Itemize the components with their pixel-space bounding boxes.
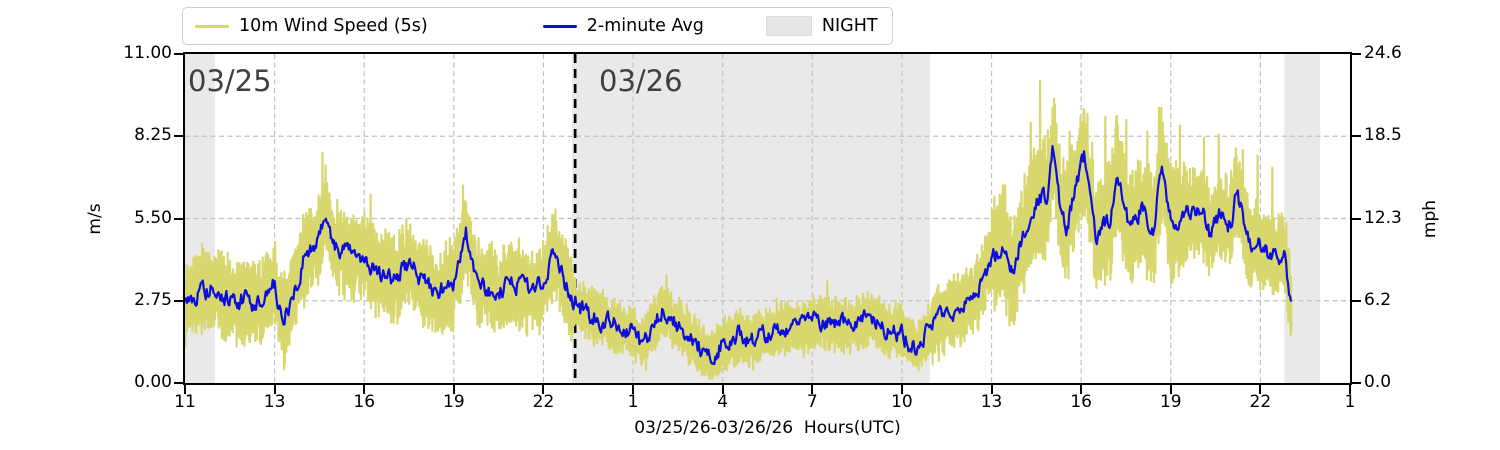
avg-legend-label: 2-minute Avg — [586, 16, 704, 36]
x-tick-mark — [1080, 385, 1083, 394]
x-tick-mark — [184, 385, 186, 394]
x-tick-label: 11 — [174, 392, 196, 412]
x-tick-mark — [900, 385, 903, 394]
x-tick-label: 13 — [980, 392, 1003, 412]
x-tick-label: 22 — [1249, 392, 1272, 412]
x-tick-label: 16 — [1070, 392, 1092, 412]
y-tick-mark-right — [1352, 299, 1361, 302]
x-tick-mark — [632, 385, 635, 394]
y-tick-mark-right — [1352, 135, 1361, 138]
y-tick-mark-left — [174, 382, 183, 384]
night-legend-swatch — [765, 16, 812, 36]
x-tick-mark — [1169, 385, 1172, 394]
y-tick-mark-right — [1352, 382, 1361, 384]
x-tick-label: 19 — [443, 392, 465, 412]
x-tick-mark — [811, 385, 814, 394]
y-tick-label-right: 12.3 — [1364, 207, 1402, 228]
x-tick-label: 1 — [1344, 392, 1356, 412]
x-tick-label: 1 — [627, 392, 639, 412]
y-tick-label-right: 24.6 — [1364, 43, 1402, 63]
y-tick-label-left: 0.00 — [134, 372, 172, 392]
x-tick-mark — [452, 385, 455, 394]
x-tick-label: 16 — [353, 392, 376, 412]
x-tick-mark — [273, 385, 276, 394]
x-tick-label: 19 — [1159, 392, 1182, 412]
avg-legend-swatch — [542, 24, 577, 28]
x-tick-mark — [542, 385, 545, 394]
x-tick-mark — [990, 385, 993, 394]
date-annotation-right: 03/26 — [599, 64, 683, 98]
y-tick-mark-right — [1352, 53, 1361, 55]
x-tick-mark — [721, 385, 724, 394]
y-tick-mark-left — [174, 299, 183, 302]
x-tick-label: 7 — [806, 392, 818, 412]
legend: 10m Wind Speed (5s) 2-minute Avg NIGHT — [182, 7, 893, 45]
wind-5s-legend-swatch — [195, 24, 229, 28]
wind-5s-legend-label: 10m Wind Speed (5s) — [239, 16, 428, 36]
x-tick-label: 22 — [532, 392, 555, 412]
date-annotation-left: 03/25 — [188, 64, 272, 98]
night-legend-label: NIGHT — [821, 16, 878, 36]
y-tick-label-left: 8.25 — [134, 125, 172, 146]
y-tick-label-right: 0.0 — [1364, 372, 1392, 392]
x-tick-mark — [363, 385, 366, 394]
plot-area — [183, 52, 1352, 385]
y-tick-label-left: 5.50 — [134, 207, 172, 228]
y-tick-label-right: 6.2 — [1364, 289, 1392, 310]
y-tick-label-left: 11.00 — [123, 43, 172, 63]
y-tick-mark-left — [174, 53, 183, 55]
y-tick-mark-left — [174, 217, 183, 220]
x-tick-mark — [1349, 385, 1351, 394]
x-axis-label: 03/25/26-03/26/26 Hours(UTC) — [634, 418, 901, 438]
y-tick-mark-right — [1352, 217, 1361, 220]
x-tick-label: 10 — [891, 392, 913, 412]
y-tick-mark-left — [174, 135, 183, 138]
x-tick-mark — [1259, 385, 1262, 394]
y-tick-label-left: 2.75 — [134, 289, 172, 310]
chart-canvas — [185, 54, 1350, 383]
x-tick-label: 13 — [263, 392, 286, 412]
x-tick-label: 4 — [717, 392, 729, 412]
y-tick-label-right: 18.5 — [1364, 125, 1402, 146]
